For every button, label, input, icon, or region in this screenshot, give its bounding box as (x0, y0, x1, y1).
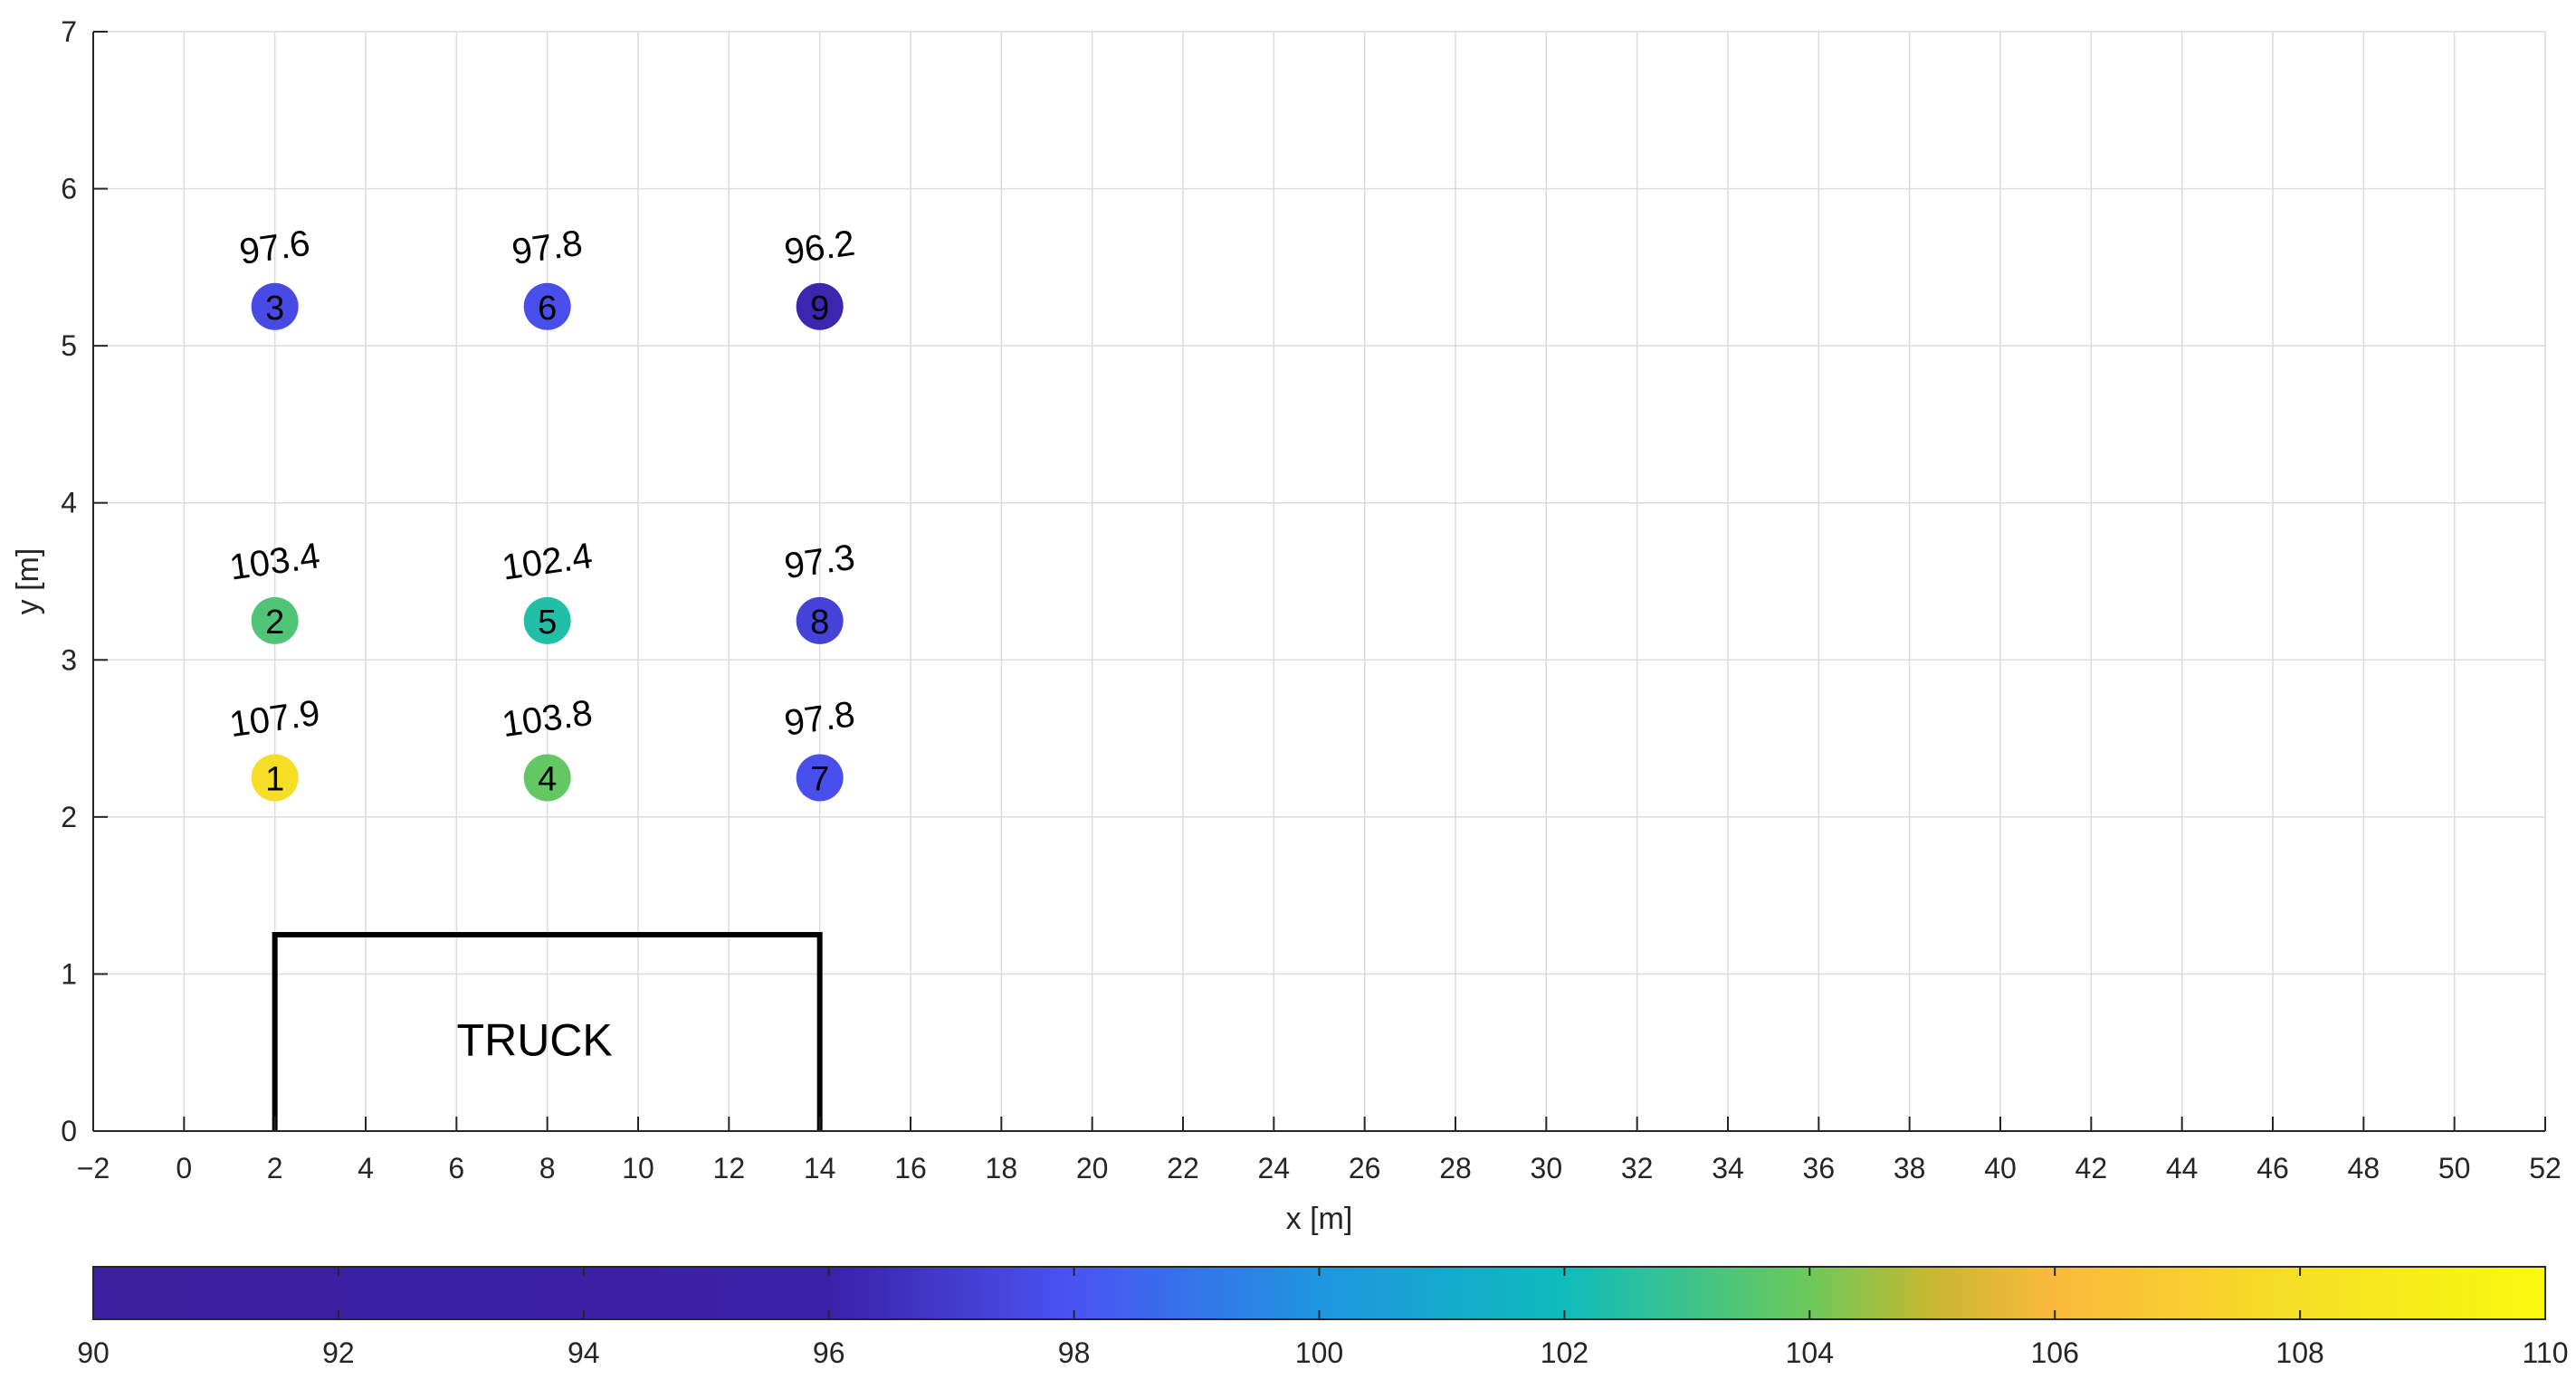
y-tick-label: 4 (61, 487, 77, 519)
x-tick-label: 20 (1076, 1152, 1109, 1184)
data-point-marker (796, 282, 844, 330)
data-point-value: 97.8 (782, 694, 857, 743)
data-point-value: 97.8 (510, 223, 585, 272)
x-tick-label: 16 (894, 1152, 927, 1184)
colorbar-tick-label: 94 (568, 1336, 600, 1369)
colorbar-tick-label: 104 (1786, 1336, 1834, 1369)
x-tick-label: 26 (1349, 1152, 1381, 1184)
data-point-value: 97.6 (237, 223, 312, 272)
x-tick-label: 34 (1712, 1152, 1744, 1184)
x-tick-label: 44 (2166, 1152, 2199, 1184)
colorbar-tick-label: 92 (322, 1336, 355, 1369)
x-tick-label: 22 (1167, 1152, 1199, 1184)
data-point-id: 1 (265, 760, 284, 798)
data-point-id: 9 (810, 290, 829, 328)
colorbar-tick-label: 96 (813, 1336, 845, 1369)
y-tick-label: 6 (61, 173, 77, 205)
grid (92, 31, 2546, 1132)
data-point-id: 3 (265, 290, 284, 328)
y-tick-label: 5 (61, 329, 77, 362)
x-tick-label: 4 (358, 1152, 374, 1184)
colorbar-tick-label: 108 (2275, 1336, 2323, 1369)
colorbar-tick-label: 102 (1541, 1336, 1589, 1369)
data-point-id: 7 (810, 760, 829, 798)
data-point-marker (523, 596, 571, 644)
data-point-id: 6 (538, 290, 557, 328)
y-axis-title: y [m] (11, 548, 45, 615)
colorbar-tick-label: 100 (1295, 1336, 1343, 1369)
x-tick-label: 24 (1258, 1152, 1291, 1184)
axes (92, 32, 2545, 1132)
data-point-marker (251, 282, 299, 330)
x-tick-label: 10 (622, 1152, 654, 1184)
x-tick-label: 14 (804, 1152, 836, 1184)
y-tick-label: 7 (61, 15, 77, 48)
data-point-marker (523, 754, 571, 802)
x-tick-label: 28 (1439, 1152, 1472, 1184)
x-axis-ticks: −2 0 2 4 6 8 10 12 14 16 18 20 22 24 26 28 30 32 34 36 38 40 4… (77, 1117, 2562, 1184)
colorbar-ticks: 90 92 94 96 98 100 102 104 106 108 110 (77, 1267, 2569, 1369)
x-tick-label: 8 (539, 1152, 556, 1184)
data-points: 1 107.9 2 103.4 3 97.6 4 103.8 5 102.4 6 97.8 7 97.8 8… (227, 223, 857, 802)
data-point-value: 103.4 (227, 536, 322, 588)
x-tick-label: 30 (1531, 1152, 1563, 1184)
data-point-id: 8 (810, 604, 829, 642)
y-tick-label: 0 (61, 1115, 77, 1147)
y-tick-label: 2 (61, 801, 77, 833)
truck-label: TRUCK (457, 1014, 613, 1065)
data-point-id: 5 (538, 604, 557, 642)
data-point-marker (523, 282, 571, 330)
x-tick-label: 32 (1621, 1152, 1654, 1184)
x-axis-title: x [m] (1286, 1202, 1353, 1236)
colorbar-tick-label: 90 (77, 1336, 110, 1369)
y-axis-ticks: 0 1 2 3 4 5 6 7 (61, 15, 108, 1147)
data-point-value: 97.3 (782, 537, 857, 586)
truck-outline (272, 932, 823, 1131)
data-point-marker (251, 596, 299, 644)
y-tick-label: 1 (61, 957, 77, 990)
data-point-value: 107.9 (227, 693, 322, 746)
colorbar-tick-label: 110 (2522, 1336, 2568, 1369)
x-tick-label: 12 (713, 1152, 746, 1184)
x-tick-label: −2 (77, 1152, 110, 1184)
x-tick-label: 42 (2075, 1152, 2108, 1184)
x-tick-label: 6 (448, 1152, 464, 1184)
x-tick-label: 50 (2438, 1152, 2471, 1184)
x-tick-label: 2 (267, 1152, 283, 1184)
data-point-marker (796, 754, 844, 802)
x-tick-label: 0 (176, 1152, 192, 1184)
data-point-id: 2 (265, 604, 284, 642)
data-point-value: 102.4 (500, 536, 595, 588)
colorbar-tick-label: 98 (1058, 1336, 1091, 1369)
x-tick-label: 18 (986, 1152, 1018, 1184)
y-tick-label: 3 (61, 643, 77, 676)
truck-outline-line (272, 932, 823, 1131)
data-point-value: 103.8 (500, 693, 595, 746)
data-point-id: 4 (538, 760, 557, 798)
x-tick-label: 52 (2529, 1152, 2562, 1184)
data-point-value: 96.2 (782, 223, 857, 272)
colorbar-tick-label: 106 (2031, 1336, 2079, 1369)
x-tick-label: 46 (2256, 1152, 2289, 1184)
x-tick-label: 48 (2348, 1152, 2380, 1184)
data-point-marker (251, 754, 299, 802)
x-tick-label: 38 (1894, 1152, 1926, 1184)
x-tick-label: 36 (1803, 1152, 1836, 1184)
data-point-marker (796, 596, 844, 644)
x-tick-label: 40 (1984, 1152, 2017, 1184)
